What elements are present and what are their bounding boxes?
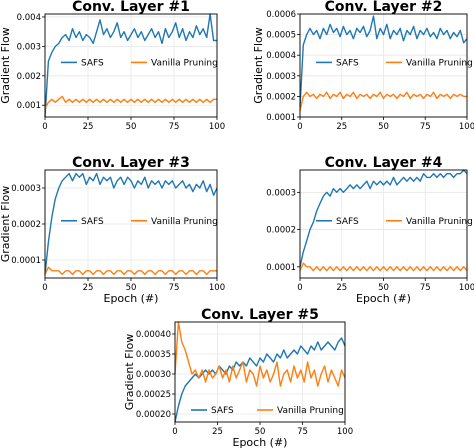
series-line-vanilla-pruning — [44, 95, 217, 109]
y-tick-label: 0.004 — [17, 13, 41, 23]
series-line-vanilla-pruning — [299, 262, 468, 272]
y-tick-label: 0.00035 — [136, 350, 171, 360]
y-tick-label: 0.0003 — [266, 188, 296, 198]
x-axis-label: Epoch (#) — [233, 436, 288, 448]
x-tick-label: 50 — [126, 122, 137, 132]
chart-title: Conv. Layer #3 — [72, 155, 190, 171]
y-tick-label: 0.0002 — [266, 92, 296, 102]
y-tick-label: 0.00020 — [136, 410, 171, 420]
chart-panel-2: 0 25 50 75 100 0.0001 0.0002 0.0003 0.0004 0.0005… — [252, 0, 474, 132]
y-tick-label: 0.0004 — [266, 51, 296, 61]
x-tick-label: 0 — [297, 283, 302, 293]
legend-label: Vanilla Pruning — [406, 217, 473, 227]
x-tick-label: 25 — [83, 283, 94, 293]
x-tick-label: 25 — [83, 122, 94, 132]
x-tick-label: 25 — [336, 122, 347, 132]
x-tick-label: 50 — [126, 283, 137, 293]
chart-panel-5: 0 25 50 75 100 0.00020 0.00025 0.00030 0.00035 0.… — [123, 307, 353, 448]
x-axis-label: Epoch (#) — [104, 292, 159, 305]
y-tick-label: 0.00030 — [136, 370, 171, 380]
series-line-safs — [44, 13, 217, 118]
y-tick-label: 0.001 — [17, 101, 41, 111]
x-tick-label: 50 — [255, 427, 266, 437]
y-tick-label: 0.003 — [17, 42, 41, 52]
y-tick-label: 0.0001 — [11, 256, 41, 266]
y-tick-label: 0.00025 — [136, 390, 171, 400]
x-tick-label: 75 — [169, 122, 180, 132]
y-axis-label: Gradient Flow — [123, 334, 136, 410]
legend-label: SAFS — [336, 217, 359, 227]
chart-panel-3: 0 25 50 75 100 0.0001 0.0002 0.0003 Conv. Layer … — [0, 155, 225, 305]
series-line-vanilla-pruning — [44, 266, 217, 276]
x-tick-label: 0 — [297, 122, 302, 132]
x-tick-label: 25 — [212, 427, 223, 437]
y-tick-label: 0.0006 — [266, 10, 296, 20]
y-tick-label: 0.0003 — [266, 72, 296, 82]
series-line-safs — [44, 172, 218, 275]
series-line-vanilla-pruning — [299, 91, 467, 111]
y-axis-label: Gradient Flow — [0, 27, 12, 103]
y-tick-label: 0.0002 — [266, 226, 296, 236]
chart-title: Conv. Layer #4 — [325, 155, 443, 171]
y-tick-label: 0.0001 — [266, 263, 296, 273]
x-tick-label: 50 — [378, 283, 389, 293]
y-tick-label: 0.0002 — [11, 220, 41, 230]
legend-label: SAFS — [211, 406, 234, 416]
chart-panel-1: 0 25 50 75 100 0.001 0.002 0.003 0.004 Conv. Laye… — [0, 0, 225, 132]
chart-title: Conv. Layer #2 — [325, 0, 443, 15]
y-tick-label: 0.00040 — [136, 330, 171, 340]
x-tick-label: 100 — [459, 122, 474, 132]
series-line-safs — [299, 15, 468, 107]
legend-label: SAFS — [336, 58, 359, 68]
y-axis-label: Gradient Flow — [0, 186, 12, 262]
legend-label: Vanilla Pruning — [151, 217, 218, 227]
y-tick-label: 0.0003 — [11, 184, 41, 194]
x-tick-label: 0 — [172, 427, 177, 437]
legend-label: SAFS — [81, 217, 104, 227]
series-line-safs — [299, 169, 468, 267]
x-tick-label: 100 — [209, 283, 225, 293]
x-tick-label: 100 — [459, 283, 474, 293]
x-tick-label: 100 — [209, 122, 225, 132]
y-tick-label: 0.002 — [17, 72, 41, 82]
x-tick-label: 75 — [420, 122, 431, 132]
x-tick-label: 75 — [169, 283, 180, 293]
x-axis-label: Epoch (#) — [356, 292, 411, 305]
legend-label: SAFS — [81, 58, 104, 68]
x-tick-label: 0 — [42, 122, 47, 132]
chart-title: Conv. Layer #1 — [72, 0, 190, 15]
x-tick-label: 25 — [336, 283, 347, 293]
legend-label: Vanilla Pruning — [151, 58, 218, 68]
x-tick-label: 75 — [297, 427, 308, 437]
series-line-vanilla-pruning — [174, 321, 346, 387]
x-tick-label: 50 — [378, 122, 389, 132]
y-tick-label: 0.0001 — [266, 113, 296, 123]
chart-title: Conv. Layer #5 — [201, 307, 319, 323]
x-tick-label: 75 — [420, 283, 431, 293]
legend-label: Vanilla Pruning — [277, 406, 344, 416]
y-tick-label: 0.0005 — [266, 31, 296, 41]
chart-panel-4: 0 25 50 75 100 0.0001 0.0002 0.0003 Conv. Layer … — [266, 155, 474, 305]
y-axis-label: Gradient Flow — [252, 27, 265, 103]
x-tick-label: 0 — [42, 283, 47, 293]
legend-label: Vanilla Pruning — [406, 58, 473, 68]
x-tick-label: 100 — [337, 427, 353, 437]
